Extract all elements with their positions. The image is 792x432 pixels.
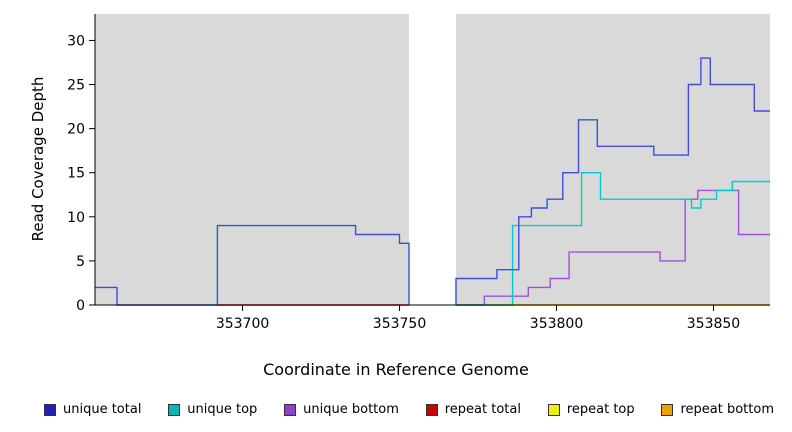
legend: unique total unique top unique bottom repea…	[44, 402, 774, 417]
legend-label: unique bottom	[303, 402, 399, 417]
y-axis-label: Read Coverage Depth	[29, 76, 47, 242]
legend-label: unique total	[63, 402, 142, 417]
x-axis-label: Coordinate in Reference Genome	[263, 360, 529, 379]
legend-item-unique-top: unique top	[168, 402, 257, 417]
series-unique-bottom	[456, 189, 770, 306]
x-tick-label: 353800	[530, 316, 583, 332]
y-tick-label: 15	[67, 166, 85, 182]
legend-label: repeat top	[566, 402, 635, 417]
coverage-plot: 0 5 10 15 20 25 30 353700 353750 353800 353850	[67, 13, 770, 332]
coverage-gap-band	[408, 13, 457, 305]
series-unique-total	[95, 224, 410, 306]
legend-label: unique top	[187, 402, 258, 417]
y-tick-label: 25	[67, 78, 85, 94]
legend-item-unique-bottom: unique bottom	[284, 402, 399, 417]
legend-item-repeat-top: repeat top	[547, 402, 635, 417]
legend-swatch-icon	[284, 403, 297, 416]
y-tick-label: 0	[76, 298, 85, 314]
y-tick-label: 10	[67, 210, 85, 226]
series-unique-total	[455, 57, 770, 305]
legend-item-repeat-bottom: repeat bottom	[661, 402, 774, 417]
series-unique-top	[456, 171, 770, 306]
x-tick-label: 353850	[687, 316, 740, 332]
legend-swatch-icon	[661, 403, 674, 416]
x-tick-label: 353700	[216, 316, 269, 332]
legend-item-unique-total: unique total	[44, 402, 141, 417]
legend-item-repeat-total: repeat total	[425, 402, 521, 417]
x-tick-label: 353750	[373, 316, 426, 332]
legend-swatch-icon	[44, 403, 56, 416]
legend-swatch-icon	[425, 403, 438, 416]
legend-label: repeat total	[444, 402, 521, 417]
legend-swatch-icon	[168, 403, 181, 416]
y-tick-label: 20	[67, 122, 85, 138]
y-tick-label: 5	[76, 254, 85, 270]
legend-label: repeat bottom	[680, 402, 774, 417]
y-tick-label: 30	[67, 33, 85, 49]
legend-swatch-icon	[547, 403, 560, 416]
